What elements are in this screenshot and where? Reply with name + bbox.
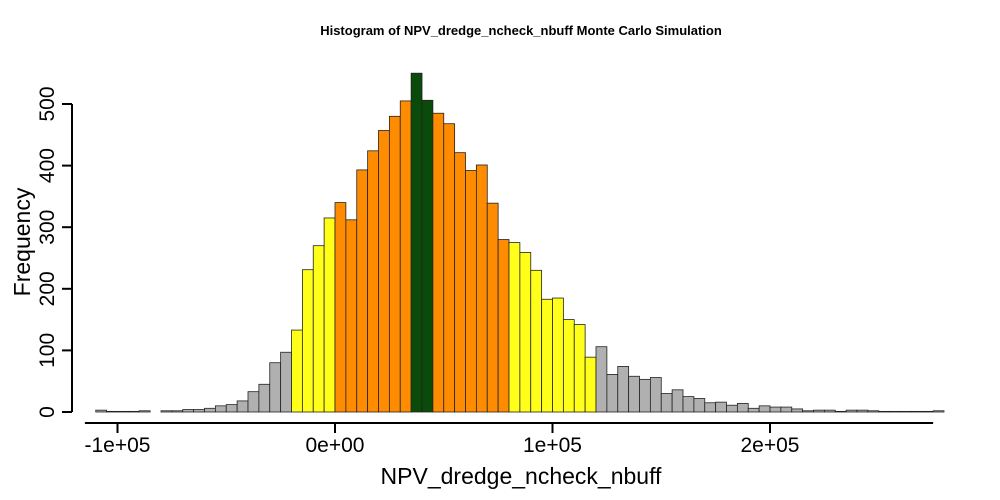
histogram-bar [193,409,205,413]
histogram-bar [519,252,532,413]
histogram-bar [715,401,727,413]
histogram-bar [584,356,597,413]
histogram-bar [160,410,173,413]
histogram-bar [214,405,227,413]
x-tick-label: -1e+05 [85,434,151,457]
histogram-bar [606,374,619,413]
histogram-bar [758,405,771,413]
histogram-bar [769,406,782,413]
x-tick-label: 0e+00 [306,434,365,457]
histogram-bar [910,410,923,413]
y-tick-label: 300 [36,210,59,245]
x-tick-label: 2e+05 [741,434,800,457]
histogram-bar [367,150,379,413]
histogram-bar [247,391,260,413]
histogram-bar [95,409,108,413]
histogram-bar [932,410,945,413]
histogram-bar [106,410,118,413]
histogram-bar [780,406,793,413]
histogram-bar [334,202,347,413]
y-tick-label: 100 [36,333,59,368]
histogram-bar [552,297,564,413]
histogram-bar [269,362,282,413]
histogram-bar [628,375,640,413]
y-tick-label: 400 [36,148,59,183]
histogram-bar [541,298,553,413]
y-tick-label: 500 [36,86,59,121]
chart-title: Histogram of NPV_dredge_ncheck_nbuff Mon… [320,23,722,38]
histogram-bar [736,402,749,413]
histogram-bar [747,407,760,413]
histogram-bar [486,202,499,413]
histogram-bar [475,164,488,413]
histogram-bar [878,410,891,413]
histogram-bar [421,99,434,413]
histogram-bar [802,410,814,413]
histogram-bar [617,366,630,413]
histogram-bar [813,409,825,413]
histogram-bar [225,404,238,413]
histogram-bar [291,329,303,413]
histogram-bar [432,112,445,413]
histogram-bar [312,245,325,413]
histogram-bar [204,407,216,413]
histogram-bar [573,324,586,413]
histogram-bar [562,319,575,413]
histogram-bar [410,72,423,413]
histogram-bar [704,402,717,413]
y-axis-label: Frequency [9,187,35,296]
histogram-bar [345,219,358,413]
histogram-bar [508,242,521,413]
histogram-bar [443,123,456,413]
histogram-bar [530,269,543,413]
histogram-bar [258,383,271,413]
histogram-bar [791,408,804,413]
histogram-bar [117,410,129,413]
histogram-bar [301,269,314,413]
histogram-bar [378,130,390,413]
histogram-bar [900,410,912,413]
histogram-bar [497,239,510,413]
histogram-bar [834,410,847,413]
histogram-bar [171,410,184,413]
histogram-bar [595,346,608,413]
bars [95,72,945,413]
histogram-bar [856,409,869,413]
histogram-bar [660,393,673,413]
histogram-bar [236,400,249,413]
x-axis-ticks: -1e+05 0e+00 1e+05 2e+05 [85,423,800,457]
histogram-bar [356,169,369,413]
histogram-bar [454,152,466,413]
y-tick-label: 200 [36,271,59,306]
histogram-bar [889,410,901,413]
histogram-bar [138,410,151,413]
histogram-bar [399,100,412,413]
histogram-bar [682,396,695,413]
histogram-bar [182,409,195,413]
histogram-bar [693,398,706,413]
histogram-bar [127,410,140,413]
x-axis-label: NPV_dredge_ncheck_nbuff [381,463,663,489]
histogram-bar [323,217,336,413]
histogram-bar [671,389,684,413]
y-axis-ticks: 0 100 200 300 400 500 [36,86,72,418]
histogram-bar [465,170,477,413]
histogram-bar [639,378,651,413]
y-tick-label: 0 [36,406,59,418]
histogram-bar [726,404,738,413]
histogram-bar [649,377,662,413]
histogram-bar [280,351,292,413]
histogram-bar [845,409,858,413]
histogram-bar [388,115,401,413]
histogram-bar [921,410,934,413]
histogram-bar [823,409,836,413]
histogram-bar [867,410,880,413]
x-tick-label: 1e+05 [523,434,582,457]
